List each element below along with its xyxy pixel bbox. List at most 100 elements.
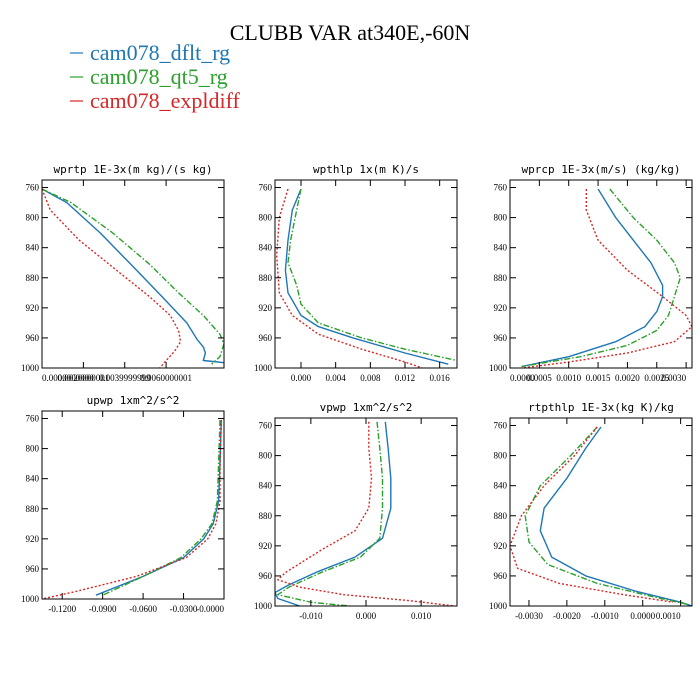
x-tick-label: 0.000 [291, 373, 312, 383]
y-tick-label: 960 [259, 333, 273, 343]
y-tick-label: 880 [259, 273, 273, 283]
x-tick-label: 0.012 [395, 373, 415, 383]
series-line-cam078_dflt_rg [42, 188, 224, 364]
x-tick-label: 0.010 [411, 611, 432, 621]
legend-label-2: cam078_expldiff [90, 88, 241, 113]
panel-4: vpwp 1xm^2/s^2 760 800 840 880 920 960 1000 -0.0… [254, 401, 458, 621]
series-group [42, 419, 222, 599]
x-tick-label: 0.0025 [644, 373, 669, 383]
y-tick-label: 920 [26, 303, 40, 313]
x-tick-label: 0.0030 [661, 373, 686, 383]
plot-frame [274, 179, 458, 369]
y-tick-label: 840 [259, 243, 273, 253]
series-line-cam078_qt5_rg [521, 188, 681, 368]
series-group [510, 426, 692, 606]
series-line-cam078_qt5_rg [287, 188, 457, 362]
series-line-cam078_dflt_rg [275, 421, 392, 606]
y-tick-label: 1000 [21, 594, 40, 604]
series-line-cam078_expldiff [42, 188, 182, 368]
y-tick-label: 760 [26, 183, 40, 193]
x-tick-label: 0.008 [360, 373, 381, 383]
y-tick-label: 800 [494, 213, 508, 223]
x-tick-label: 0.0000 [630, 611, 655, 621]
x-tick-label: 0.004 [326, 373, 347, 383]
legend-label-1: cam078_qt5_rg [90, 64, 228, 89]
x-tick-label: 0.0020 [615, 373, 640, 383]
series-group [521, 188, 692, 368]
y-tick-label: 800 [26, 213, 40, 223]
panel-title-5: rtpthlp 1E-3x(kg K)/kg [528, 401, 674, 414]
x-tick-label: 0.0010 [656, 611, 681, 621]
y-tick-label: 760 [494, 183, 508, 193]
y-tick-label: 760 [259, 183, 273, 193]
series-line-cam078_expldiff [521, 189, 692, 368]
panel-title-0: wprtp 1E-3x(m kg)/(s kg) [54, 163, 213, 176]
x-tick-label: 0.0010 [556, 373, 581, 383]
series-line-cam078_expldiff [510, 426, 674, 603]
y-tick-label: 880 [259, 511, 273, 521]
y-tick-label: 960 [26, 564, 40, 574]
panel-title-4: vpwp 1xm^2/s^2 [320, 401, 413, 414]
x-tick-label: -0.0010 [591, 611, 619, 621]
y-tick-label: 760 [259, 421, 273, 431]
x-tick-label: 0.0060000001 [140, 373, 192, 383]
x-tick-label: -0.010 [299, 611, 323, 621]
x-tick-label: 0.000 [356, 611, 377, 621]
series-group [275, 421, 455, 606]
x-tick-label: -0.0900 [89, 604, 117, 614]
series-line-cam078_dflt_rg [521, 188, 664, 368]
series-line-cam078_qt5_rg [102, 419, 221, 596]
y-tick-label: 880 [494, 511, 508, 521]
series-group [276, 188, 457, 368]
series-line-cam078_expldiff [276, 188, 423, 368]
y-tick-label: 840 [26, 243, 40, 253]
y-tick-label: 960 [26, 333, 40, 343]
y-tick-label: 880 [26, 273, 40, 283]
x-tick-label: 0.016 [430, 373, 451, 383]
y-tick-label: 1000 [254, 601, 273, 611]
y-tick-label: 880 [494, 273, 508, 283]
y-tick-label: 880 [26, 504, 40, 514]
panel-2: wprcp 1E-3x(m/s) (kg/kg) 760 800 840 880 920 9… [489, 163, 693, 383]
panel-0: wprtp 1E-3x(m kg)/(s kg) 760 800 840 880 920 9… [21, 163, 225, 383]
plot-frame [509, 417, 693, 607]
y-tick-label: 1000 [21, 363, 40, 373]
y-tick-label: 800 [26, 444, 40, 454]
x-tick-label: 0.0015 [586, 373, 611, 383]
y-tick-label: 1000 [489, 363, 508, 373]
panel-title-1: wpthlp 1x(m K)/s [313, 163, 419, 176]
series-line-cam078_expldiff [277, 421, 455, 606]
y-tick-label: 800 [494, 451, 508, 461]
series-line-cam078_qt5_rg [42, 188, 224, 365]
panel-title-3: upwp 1xm^2/s^2 [87, 394, 180, 407]
y-tick-label: 920 [494, 303, 508, 313]
y-tick-label: 760 [26, 414, 40, 424]
x-tick-label: 0.0000 [510, 373, 535, 383]
y-tick-label: 920 [494, 541, 508, 551]
x-tick-label: -0.0000 [196, 604, 224, 614]
plot-frame [41, 179, 225, 369]
plot-frame [509, 179, 693, 369]
series-group [42, 188, 224, 368]
y-tick-label: 1000 [489, 601, 508, 611]
panel-1: wpthlp 1x(m K)/s 760 800 840 880 920 960 1000 0.… [254, 163, 458, 383]
x-tick-label: 0.0020000001 [57, 373, 109, 383]
y-tick-label: 800 [259, 451, 273, 461]
panel-3: upwp 1xm^2/s^2 760 800 840 880 920 960 1000 -0.1… [21, 394, 225, 614]
panels: wprtp 1E-3x(m kg)/(s kg) 760 800 840 880 920 9… [21, 163, 693, 621]
y-tick-label: 800 [259, 213, 273, 223]
y-tick-label: 960 [494, 571, 508, 581]
y-tick-label: 920 [259, 303, 273, 313]
legend-label-0: cam078_dflt_rg [90, 40, 230, 65]
plot-frame [41, 410, 225, 600]
series-line-cam078_qt5_rg [277, 421, 384, 606]
y-tick-label: 960 [259, 571, 273, 581]
figure-title: CLUBB VAR at340E,-60N [230, 20, 471, 45]
x-tick-label: -0.0300 [170, 604, 198, 614]
x-tick-label: 0.0000000000 [42, 373, 94, 383]
panel-5: rtpthlp 1E-3x(kg K)/kg 760 800 840 880 920 960… [489, 401, 693, 621]
x-tick-label: -0.0020 [553, 611, 581, 621]
x-tick-label: 0.0039999999 [99, 373, 151, 383]
y-tick-label: 760 [494, 421, 508, 431]
series-line-cam078_dflt_rg [539, 426, 692, 606]
